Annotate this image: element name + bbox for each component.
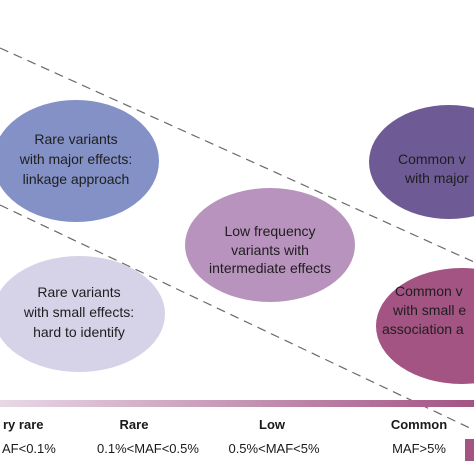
bubble-low-frequency-line-1: Low frequency: [224, 223, 315, 239]
bubble-rare-major-line-1: Rare variants: [34, 131, 117, 147]
freq-range-common: MAF>5%: [392, 441, 446, 456]
bubble-common-small-shape: [376, 268, 474, 384]
bubble-common-major-line-1: Common v: [398, 151, 466, 167]
bubble-rare-small-line-3: hard to identify: [33, 324, 125, 340]
legend-swatch: [465, 439, 474, 461]
bubble-common-major-line-2: with major: [404, 170, 469, 186]
bubble-rare-major-shape: [0, 100, 159, 222]
bubble-rare-small-shape: [0, 256, 165, 372]
bubble-low-frequency-shape: [185, 188, 355, 302]
bubble-rare-small-line-2: with small effects:: [23, 304, 134, 320]
bubble-common-major: Common v with major: [369, 105, 474, 219]
freq-range-low: 0.5%<MAF<5%: [228, 441, 319, 456]
bubble-common-small-line-3: association a: [382, 321, 464, 337]
bubble-low-frequency-line-2: variants with: [231, 242, 309, 258]
bubble-rare-major-line-3: linkage approach: [23, 171, 130, 187]
freq-label-rare: Rare: [120, 417, 149, 432]
freq-range-very-rare: AF<0.1%: [2, 441, 56, 456]
upper-dashed-line: [0, 47, 474, 263]
lower-dashed-line: [0, 204, 474, 431]
bubble-rare-small: Rare variants with small effects: hard t…: [0, 256, 165, 372]
frequency-scale-labels: ry rare AF<0.1% Rare 0.1%<MAF<0.5% Low 0…: [2, 417, 447, 456]
bubble-common-small-line-1: Common v: [395, 283, 463, 299]
bubble-rare-major-line-2: with major effects:: [19, 151, 133, 167]
freq-label-very-rare: ry rare: [3, 417, 43, 432]
frequency-gradient-bar: [0, 400, 474, 407]
bubble-rare-major: Rare variants with major effects: linkag…: [0, 100, 159, 222]
bubble-low-frequency-line-3: intermediate effects: [209, 260, 331, 276]
bubble-common-small: Common v with small e association a: [376, 268, 474, 384]
bubble-common-small-line-2: with small e: [392, 302, 466, 318]
bubble-rare-small-line-1: Rare variants: [37, 284, 120, 300]
freq-range-rare: 0.1%<MAF<0.5%: [97, 441, 199, 456]
bubble-low-frequency: Low frequency variants with intermediate…: [185, 188, 355, 302]
bubble-common-major-shape: [369, 105, 474, 219]
freq-label-low: Low: [259, 417, 286, 432]
freq-label-common: Common: [391, 417, 447, 432]
